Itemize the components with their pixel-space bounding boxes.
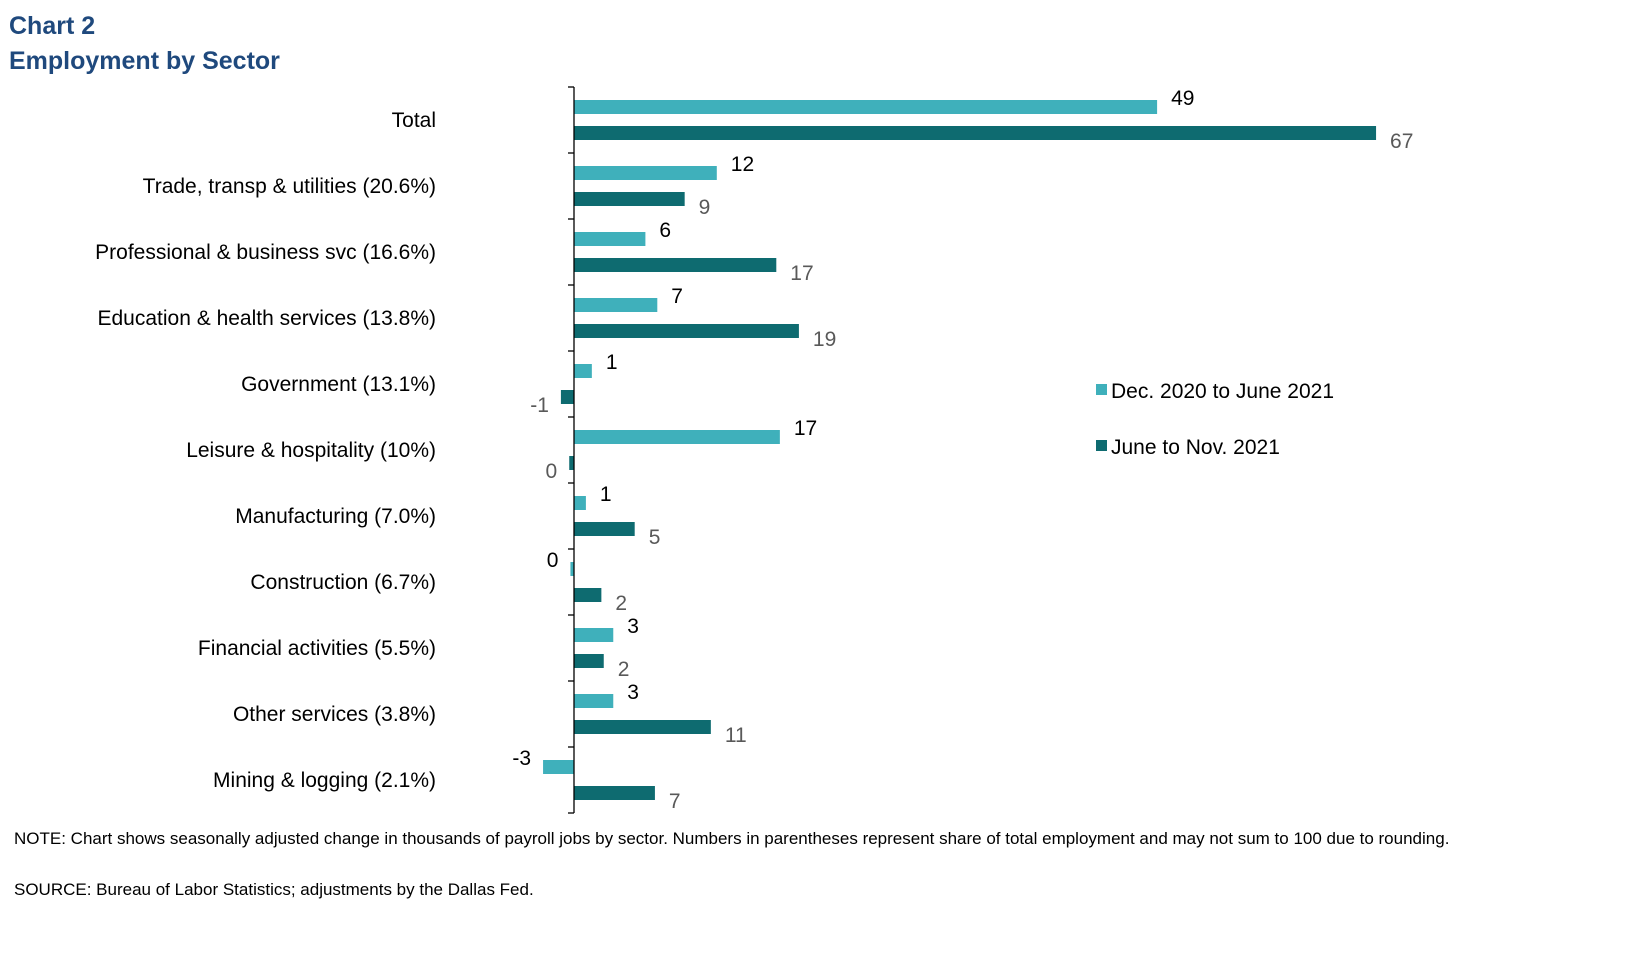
data-label-trade-transp-utilities-20-6-series-2: 9 — [699, 196, 711, 219]
data-label-total-series-2: 67 — [1390, 130, 1413, 153]
data-label-manufacturing-7-0-series-1: 1 — [600, 483, 612, 506]
bar-education-health-services-13-8-series-1 — [574, 298, 658, 312]
bar-government-13-1-series-2 — [560, 390, 574, 404]
data-label-other-services-3-8-series-1: 3 — [627, 681, 639, 704]
data-label-financial-activities-5-5-series-2: 2 — [618, 658, 630, 681]
chart-number-label: Chart 2 — [9, 12, 96, 40]
category-label-professional-business-svc-16-6: Professional & business svc (16.6%) — [95, 241, 436, 264]
category-label-construction-6-7: Construction (6.7%) — [250, 571, 436, 594]
data-label-education-health-services-13-8-series-2: 19 — [813, 328, 836, 351]
legend: Dec. 2020 to June 2021 June to Nov. 2021 — [1096, 380, 1334, 459]
data-label-other-services-3-8-series-2: 11 — [725, 724, 747, 747]
data-label-education-health-services-13-8-series-1: 7 — [671, 285, 683, 308]
data-label-professional-business-svc-16-6-series-2: 17 — [790, 262, 813, 285]
data-label-manufacturing-7-0-series-2: 5 — [649, 526, 661, 549]
category-label-total: Total — [392, 109, 436, 132]
bar-education-health-services-13-8-series-2 — [574, 324, 799, 338]
category-label-leisure-hospitality-10: Leisure & hospitality (10%) — [186, 439, 436, 462]
chart-note: NOTE: Chart shows seasonally adjusted ch… — [14, 829, 1450, 848]
data-label-mining-logging-2-1-series-1: -3 — [512, 747, 531, 770]
bar-other-services-3-8-series-2 — [574, 720, 711, 734]
bar-leisure-hospitality-10-series-2 — [569, 456, 574, 470]
data-label-government-13-1-series-2: -1 — [530, 394, 549, 417]
data-label-construction-6-7-series-1: 0 — [547, 549, 559, 572]
legend-label-series-1: Dec. 2020 to June 2021 — [1111, 380, 1334, 403]
category-label-government-13-1: Government (13.1%) — [241, 373, 436, 396]
bar-mining-logging-2-1-series-1 — [543, 760, 574, 774]
category-label-trade-transp-utilities-20-6: Trade, transp & utilities (20.6%) — [143, 175, 436, 198]
bar-professional-business-svc-16-6-series-2 — [574, 258, 777, 272]
bar-manufacturing-7-0-series-2 — [574, 522, 635, 536]
legend-swatch-series-1 — [1096, 384, 1107, 395]
bar-leisure-hospitality-10-series-1 — [574, 430, 780, 444]
legend-label-series-2: June to Nov. 2021 — [1111, 436, 1280, 459]
legend-swatch-series-2 — [1096, 440, 1107, 451]
bar-financial-activities-5-5-series-2 — [574, 654, 604, 668]
chart-title: Employment by Sector — [9, 47, 280, 75]
bar-financial-activities-5-5-series-1 — [574, 628, 614, 642]
data-label-construction-6-7-series-2: 2 — [615, 592, 627, 615]
data-label-leisure-hospitality-10-series-2: 0 — [546, 460, 558, 483]
chart-source: SOURCE: Bureau of Labor Statistics; adju… — [14, 880, 534, 899]
bar-mining-logging-2-1-series-2 — [574, 786, 655, 800]
data-label-leisure-hospitality-10-series-1: 17 — [794, 417, 817, 440]
data-label-financial-activities-5-5-series-1: 3 — [627, 615, 639, 638]
category-axis: Total Trade, transp & utilities (20.6%) Pr… — [95, 86, 575, 814]
category-label-other-services-3-8: Other services (3.8%) — [233, 703, 436, 726]
bar-construction-6-7-series-1 — [570, 562, 574, 576]
data-label-government-13-1-series-1: 1 — [606, 351, 618, 374]
bar-government-13-1-series-1 — [574, 364, 592, 378]
bar-total-series-1 — [574, 100, 1158, 114]
data-label-professional-business-svc-16-6-series-1: 6 — [659, 219, 671, 242]
bar-construction-6-7-series-2 — [574, 588, 602, 602]
category-label-education-health-services-13-8: Education & health services (13.8%) — [97, 307, 436, 330]
category-label-financial-activities-5-5: Financial activities (5.5%) — [198, 637, 436, 660]
bar-trade-transp-utilities-20-6-series-2 — [574, 192, 685, 206]
data-label-trade-transp-utilities-20-6-series-1: 12 — [731, 153, 754, 176]
bar-manufacturing-7-0-series-1 — [574, 496, 586, 510]
category-label-manufacturing-7-0: Manufacturing (7.0%) — [235, 505, 436, 528]
data-label-mining-logging-2-1-series-2: 7 — [669, 790, 681, 813]
data-label-total-series-1: 49 — [1171, 87, 1194, 110]
bar-other-services-3-8-series-1 — [574, 694, 614, 708]
bar-total-series-2 — [574, 126, 1377, 140]
bars-layer — [543, 100, 1377, 800]
bar-trade-transp-utilities-20-6-series-1 — [574, 166, 717, 180]
bar-professional-business-svc-16-6-series-1 — [574, 232, 646, 246]
category-label-mining-logging-2-1: Mining & logging (2.1%) — [213, 769, 436, 792]
